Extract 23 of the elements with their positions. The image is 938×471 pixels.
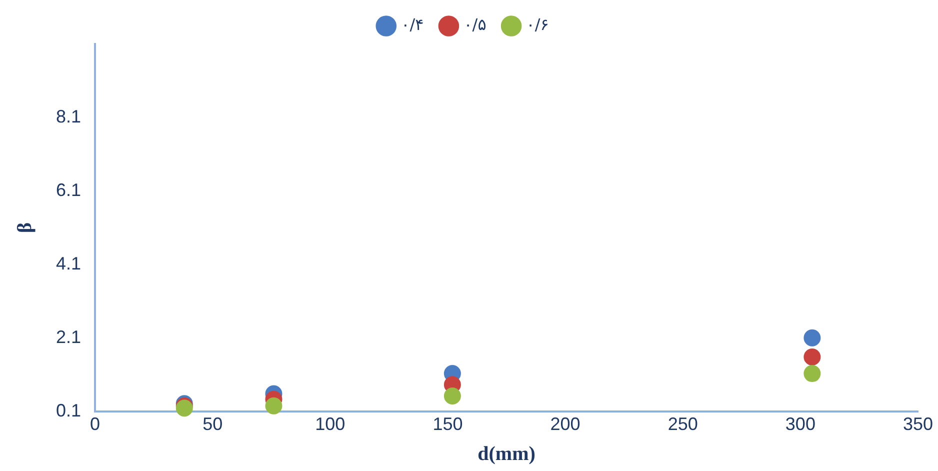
x-tick-label: 50: [202, 414, 223, 434]
x-tick-label: 200: [550, 414, 580, 434]
y-tick-label: 4.1: [56, 253, 82, 274]
legend-label: ۰/۵: [464, 15, 486, 34]
x-tick-label: 250: [668, 414, 698, 434]
point: [444, 387, 461, 404]
x-tick-label: 100: [315, 414, 346, 434]
y-tick-label: 6.1: [56, 180, 82, 200]
y-tick-label: 0.1: [56, 400, 82, 420]
point: [804, 365, 821, 382]
legend-label: ۰/۴: [401, 15, 424, 34]
x-tick-label: 300: [785, 414, 816, 434]
point: [804, 348, 821, 366]
x-axis-title: d(mm): [478, 443, 536, 466]
y-tick-label: 2.1: [56, 326, 82, 347]
y-tick-label: 8.1: [56, 106, 82, 126]
point: [804, 329, 821, 346]
point: [265, 397, 282, 414]
x-tick-label: 0: [90, 414, 100, 434]
y-axis-title: β: [14, 222, 36, 233]
x-tick-label: 350: [902, 414, 934, 434]
legend-label: ۰/۶: [526, 15, 549, 34]
x-tick-label: 150: [432, 414, 463, 434]
